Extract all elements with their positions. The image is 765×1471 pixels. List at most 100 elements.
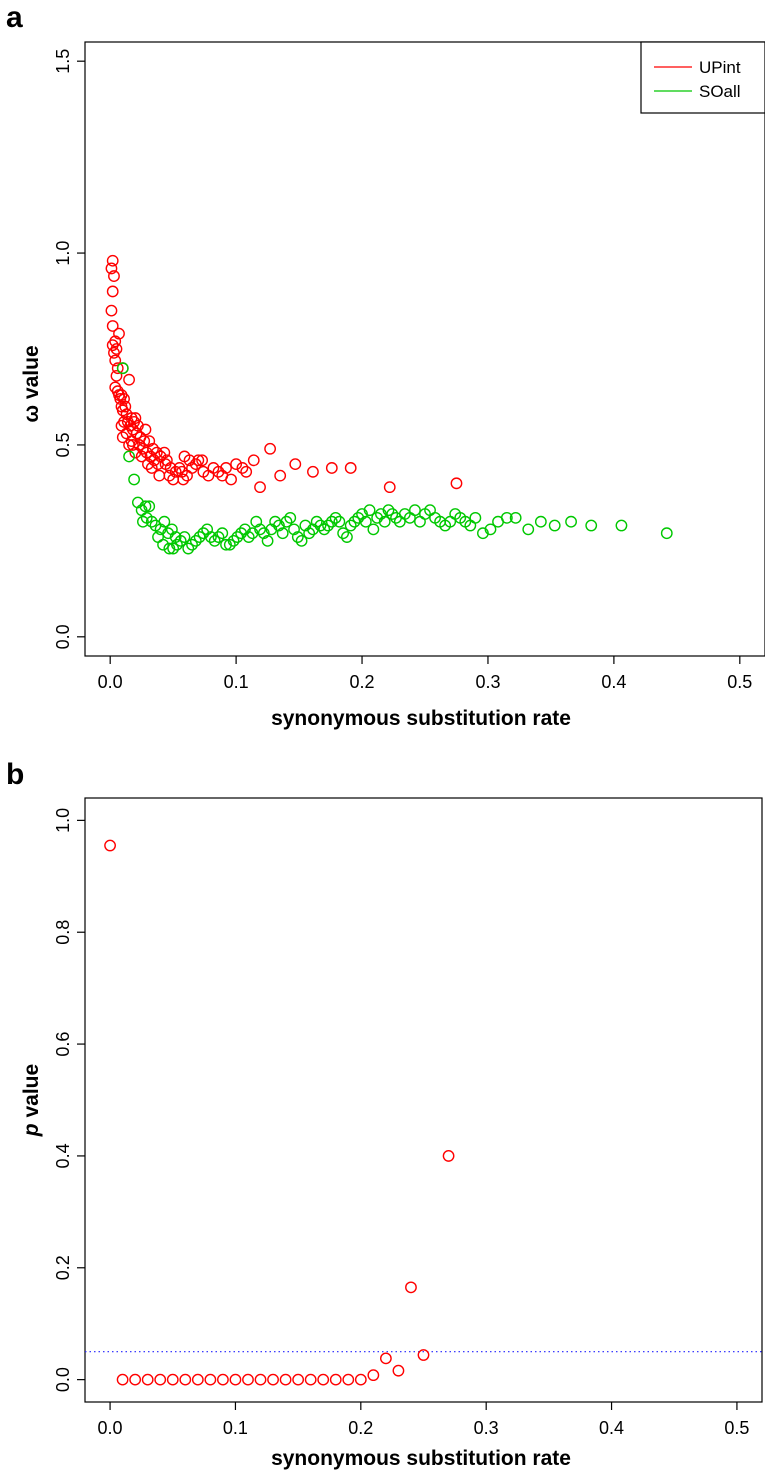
- panel-b-x-tick-label: 0.5: [724, 1418, 749, 1438]
- panel-b-point-pvalue: [166, 1373, 179, 1386]
- panel-b-y-tick-label: 1.0: [53, 808, 73, 833]
- panel-a-point-soall: [212, 531, 225, 543]
- panel-a-x-tick-label: 0.2: [350, 672, 375, 692]
- panel-a-point-soall: [216, 527, 229, 540]
- panel-b-y-tick-label: 0.0: [53, 1367, 73, 1392]
- panel-a-point-soall: [137, 515, 149, 528]
- panel-a-points: [105, 254, 673, 555]
- panel-a-point-soall: [325, 515, 338, 528]
- panel-a-point-soall: [189, 534, 202, 547]
- panel-b-point-pvalue: [116, 1373, 129, 1386]
- panel-a-point-upint: [289, 458, 302, 471]
- panel-b-x-tick-label: 0.2: [348, 1418, 373, 1438]
- legend-label-upint: UPint: [699, 58, 741, 77]
- panel-a-point-upint: [225, 473, 237, 486]
- panel-a-point-soall: [174, 534, 187, 547]
- panel-a-point-upint: [240, 465, 253, 478]
- panel-a-point-upint: [158, 446, 171, 459]
- panel-b-point-pvalue: [254, 1373, 267, 1386]
- panel-b-point-pvalue: [317, 1373, 330, 1386]
- panel-a-point-soall: [477, 527, 489, 540]
- panel-a-point-soall: [367, 523, 380, 536]
- panel-a-x-axis: 0.0 0.1 0.2 0.3 0.4 0.5: [98, 656, 752, 692]
- panel-b-y-tick-label: 0.6: [53, 1032, 73, 1057]
- legend-box: [640, 41, 765, 114]
- panel-a-point-soall: [359, 515, 372, 528]
- panel-a-point-upint: [169, 465, 182, 478]
- panel-a-point-upint: [177, 473, 190, 486]
- panel-a-point-soall: [522, 523, 535, 536]
- panel-a-point-soall: [162, 527, 175, 540]
- panel-a-point-soall: [197, 527, 210, 540]
- panel-b-point-pvalue: [267, 1373, 279, 1386]
- panel-a-point-soall: [484, 523, 497, 536]
- panel-a-point-soall: [143, 500, 156, 513]
- panel-a-point-soall: [310, 515, 323, 528]
- panel-b-point-pvalue: [392, 1364, 405, 1377]
- panel-a-point-upint: [123, 439, 135, 451]
- panel-b-point-pvalue: [417, 1349, 430, 1361]
- panel-a-point-soall: [318, 523, 331, 536]
- panel-a-point-upint: [450, 477, 463, 490]
- panel-b-point-pvalue: [129, 1373, 142, 1386]
- panel-b-point-pvalue: [279, 1373, 292, 1386]
- panel-a-point-soall: [220, 538, 232, 551]
- panel-a-point-soall: [235, 527, 248, 540]
- panel-a-point-upint: [126, 439, 139, 451]
- panel-a-point-upint: [344, 462, 357, 474]
- panel-a-point-upint: [106, 285, 119, 298]
- panel-a-point-upint: [153, 469, 166, 482]
- panel-b-point-pvalue: [342, 1373, 355, 1386]
- panel-b-point-pvalue: [217, 1373, 229, 1386]
- panel-a-point-upint: [108, 270, 120, 282]
- panel-a-point-soall: [223, 538, 236, 551]
- panel-a-point-soall: [382, 504, 395, 517]
- panel-a-point-soall: [565, 515, 577, 528]
- panel-a-legend: UPint SOall: [640, 41, 765, 114]
- panel-a-y-axis-title: ω value: [20, 345, 43, 422]
- panel-b-y-tick-label: 0.8: [53, 920, 73, 945]
- panel-a-point-soall: [386, 508, 399, 520]
- panel-a-point-soall: [208, 534, 221, 547]
- panel-a-point-soall: [116, 362, 129, 375]
- panel-a-point-soall: [548, 519, 561, 532]
- panel-a-point-soall: [171, 538, 183, 551]
- panel-a-x-tick-label: 0.3: [475, 672, 500, 692]
- panel-b-y-tick-label: 0.2: [53, 1255, 73, 1280]
- panel-b-point-pvalue: [292, 1373, 305, 1386]
- panel-a-point-soall: [414, 515, 426, 528]
- panel-a-point-soall: [182, 542, 195, 555]
- panel-a-point-upint: [254, 481, 266, 494]
- panel-a-point-soall: [363, 504, 376, 517]
- panel-b-point-pvalue: [442, 1150, 455, 1162]
- panel-b-point-pvalue: [354, 1373, 367, 1386]
- panel-a-point-soall: [500, 511, 513, 524]
- panel-a-point-soall: [246, 527, 259, 540]
- panel-a-point-upint: [137, 442, 149, 455]
- panel-b-point-pvalue: [379, 1352, 392, 1365]
- panel-a-point-upint: [129, 446, 142, 459]
- panel-a-point-upint: [181, 469, 193, 482]
- panel-a-point-upint: [307, 465, 319, 478]
- panel-b-point-pvalue: [104, 839, 116, 852]
- panel-a-point-soall: [186, 538, 198, 551]
- panel-a-point-soall: [269, 515, 282, 528]
- panel-a-x-tick-label: 0.4: [601, 672, 626, 692]
- panel-a-point-soall: [333, 515, 346, 528]
- panel-b-label: b: [6, 758, 24, 791]
- panel-b-point-pvalue: [242, 1373, 254, 1386]
- panel-b-point-pvalue: [204, 1373, 217, 1386]
- panel-a-point-soall: [409, 504, 421, 517]
- panel-a-point-upint: [196, 454, 209, 467]
- panel-a-point-upint: [106, 320, 119, 332]
- panel-a-point-upint: [264, 442, 277, 455]
- panel-a-point-soall: [280, 515, 293, 528]
- panel-a-point-soall: [314, 519, 327, 532]
- panel-b-point-pvalue: [154, 1373, 167, 1386]
- panel-b-x-axis: 0.0 0.1 0.2 0.3 0.4 0.5: [98, 1402, 749, 1438]
- panel-b-x-tick-label: 0.1: [223, 1418, 248, 1438]
- panel-a-point-upint: [126, 423, 139, 436]
- panel-a-point-upint: [325, 462, 338, 474]
- panel-b-point-pvalue: [179, 1373, 192, 1386]
